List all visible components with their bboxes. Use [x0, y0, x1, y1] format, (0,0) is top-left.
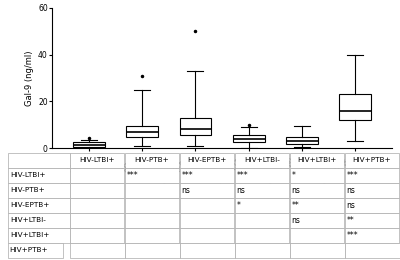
- PathPatch shape: [286, 136, 318, 144]
- Y-axis label: Gal-9 (ng/ml): Gal-9 (ng/ml): [25, 50, 34, 106]
- PathPatch shape: [339, 94, 371, 120]
- PathPatch shape: [180, 118, 211, 135]
- PathPatch shape: [126, 126, 158, 136]
- PathPatch shape: [73, 142, 105, 147]
- PathPatch shape: [233, 135, 264, 142]
